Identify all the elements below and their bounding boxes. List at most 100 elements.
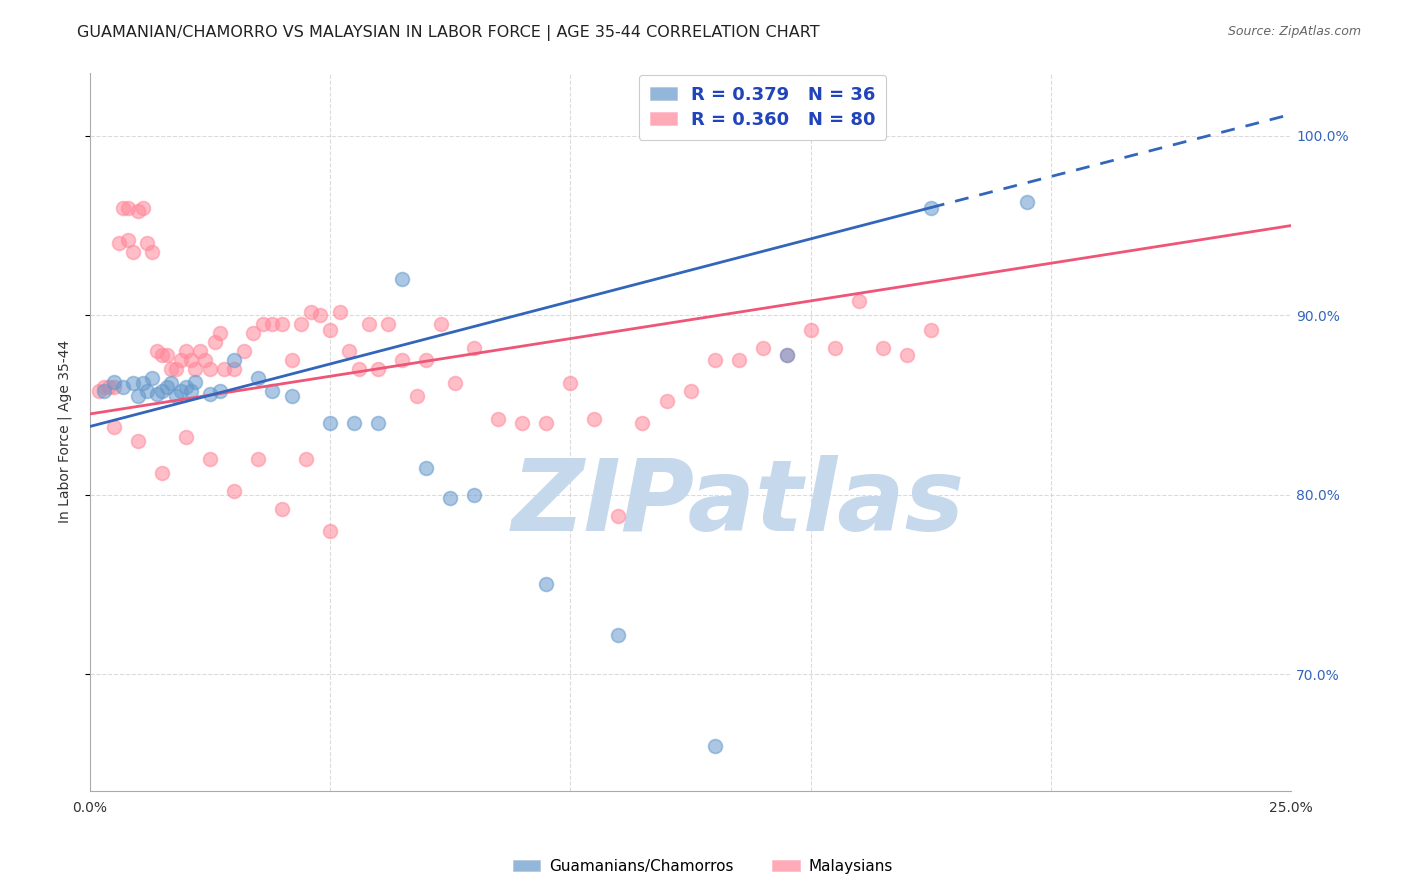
- Point: [337, 344, 360, 359]
- Point: [262, 384, 284, 398]
- Point: [415, 460, 437, 475]
- Point: [280, 353, 302, 368]
- Point: [146, 387, 169, 401]
- Point: [439, 491, 461, 506]
- Point: [156, 380, 179, 394]
- Point: [343, 416, 366, 430]
- Point: [170, 384, 193, 398]
- Point: [655, 394, 678, 409]
- Point: [583, 412, 606, 426]
- Point: [131, 376, 153, 391]
- Point: [156, 348, 179, 362]
- Point: [208, 326, 231, 341]
- Point: [1015, 195, 1038, 210]
- Point: [165, 362, 187, 376]
- Point: [703, 353, 725, 368]
- Point: [93, 380, 115, 394]
- Point: [141, 245, 163, 260]
- Point: [280, 389, 302, 403]
- Point: [309, 308, 332, 322]
- Point: [463, 488, 485, 502]
- Point: [329, 304, 352, 318]
- Point: [319, 524, 342, 538]
- Point: [214, 362, 236, 376]
- Point: [165, 389, 187, 403]
- Text: Source: ZipAtlas.com: Source: ZipAtlas.com: [1227, 25, 1361, 38]
- Point: [872, 341, 894, 355]
- Point: [607, 509, 630, 524]
- Point: [208, 384, 231, 398]
- Point: [347, 362, 370, 376]
- Point: [319, 323, 342, 337]
- Point: [776, 348, 799, 362]
- Text: ZIPatlas: ZIPatlas: [512, 455, 965, 552]
- Point: [160, 362, 183, 376]
- Point: [391, 272, 413, 286]
- Point: [174, 344, 197, 359]
- Point: [198, 362, 221, 376]
- Point: [727, 353, 749, 368]
- Point: [536, 416, 558, 430]
- Point: [271, 317, 294, 331]
- Point: [262, 317, 284, 331]
- Point: [252, 317, 274, 331]
- Point: [103, 380, 125, 394]
- Point: [357, 317, 380, 331]
- Point: [198, 387, 221, 401]
- Point: [180, 353, 202, 368]
- Point: [174, 380, 197, 394]
- Point: [429, 317, 451, 331]
- Point: [848, 293, 870, 308]
- Point: [150, 348, 173, 362]
- Point: [198, 451, 221, 466]
- Point: [112, 380, 135, 394]
- Point: [246, 371, 269, 385]
- Point: [377, 317, 399, 331]
- Text: GUAMANIAN/CHAMORRO VS MALAYSIAN IN LABOR FORCE | AGE 35-44 CORRELATION CHART: GUAMANIAN/CHAMORRO VS MALAYSIAN IN LABOR…: [77, 25, 820, 41]
- Point: [367, 362, 389, 376]
- Point: [536, 577, 558, 591]
- Point: [188, 344, 211, 359]
- Point: [222, 353, 245, 368]
- Point: [920, 201, 942, 215]
- Point: [607, 628, 630, 642]
- Point: [184, 362, 207, 376]
- Point: [271, 502, 294, 516]
- Point: [896, 348, 918, 362]
- Point: [204, 335, 226, 350]
- Point: [920, 323, 942, 337]
- Point: [107, 236, 129, 251]
- Point: [222, 484, 245, 499]
- Point: [232, 344, 254, 359]
- Point: [150, 466, 173, 480]
- Point: [444, 376, 467, 391]
- Point: [242, 326, 264, 341]
- Point: [486, 412, 509, 426]
- Point: [751, 341, 773, 355]
- Point: [170, 353, 193, 368]
- Point: [93, 384, 115, 398]
- Point: [184, 375, 207, 389]
- Point: [679, 384, 702, 398]
- Point: [117, 201, 139, 215]
- Point: [131, 201, 153, 215]
- Point: [150, 384, 173, 398]
- Y-axis label: In Labor Force | Age 35-44: In Labor Force | Age 35-44: [58, 341, 72, 524]
- Point: [141, 371, 163, 385]
- Legend: Guamanians/Chamorros, Malaysians: Guamanians/Chamorros, Malaysians: [506, 853, 900, 880]
- Point: [103, 375, 125, 389]
- Point: [367, 416, 389, 430]
- Point: [415, 353, 437, 368]
- Point: [174, 430, 197, 444]
- Point: [127, 204, 149, 219]
- Point: [127, 389, 149, 403]
- Point: [222, 362, 245, 376]
- Point: [89, 384, 111, 398]
- Point: [319, 416, 342, 430]
- Point: [631, 416, 654, 430]
- Legend: R = 0.379   N = 36, R = 0.360   N = 80: R = 0.379 N = 36, R = 0.360 N = 80: [638, 75, 886, 140]
- Point: [295, 451, 318, 466]
- Point: [824, 341, 846, 355]
- Point: [776, 348, 799, 362]
- Point: [703, 739, 725, 753]
